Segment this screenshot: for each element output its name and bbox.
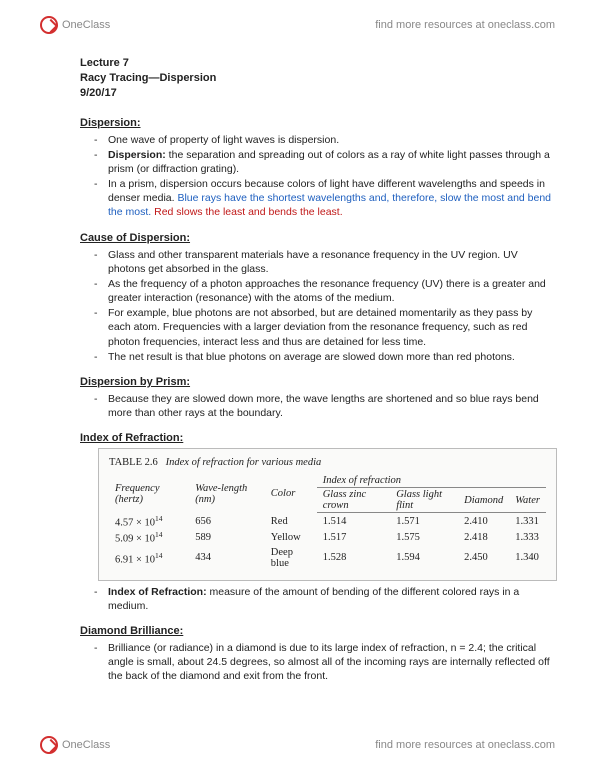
cell-flint: 1.594	[390, 546, 458, 570]
lecture-title-block: Lecture 7 Racy Tracing—Dispersion 9/20/1…	[80, 56, 557, 101]
col-group-header: Index of refraction	[317, 474, 546, 488]
brand-logo: OneClass	[40, 16, 110, 34]
lecture-number: Lecture 7	[80, 56, 557, 71]
list-item: Dispersion: the separation and spreading…	[80, 148, 557, 176]
list-item: Index of Refraction: measure of the amou…	[80, 585, 557, 613]
cell-water: 1.331	[509, 513, 546, 530]
dispersion-list: One wave of property of light waves is d…	[80, 133, 557, 220]
cell-water: 1.340	[509, 546, 546, 570]
cell-water: 1.333	[509, 529, 546, 546]
cell-color: Yellow	[265, 529, 317, 546]
list-item: The net result is that blue photons on a…	[80, 350, 557, 364]
footer-tagline: find more resources at oneclass.com	[375, 739, 555, 751]
list-item: For example, blue photons are not absorb…	[80, 306, 557, 349]
term: Index of Refraction:	[108, 586, 207, 598]
cell-freq: 4.57 × 1014	[109, 513, 189, 530]
cell-diamond: 2.418	[458, 529, 509, 546]
cell-zinc: 1.528	[317, 546, 391, 570]
col-header-wave: Wave-length (nm)	[189, 474, 265, 513]
logo-icon	[40, 736, 58, 754]
lecture-topic: Racy Tracing—Dispersion	[80, 71, 557, 86]
cell-wave: 589	[189, 529, 265, 546]
cell-flint: 1.575	[390, 529, 458, 546]
col-header-color: Color	[265, 474, 317, 513]
page-footer: OneClass find more resources at oneclass…	[0, 726, 595, 764]
cell-freq: 5.09 × 1014	[109, 529, 189, 546]
list-item: As the frequency of a photon approaches …	[80, 277, 557, 305]
col-header-diamond: Diamond	[458, 488, 509, 513]
col-header-flint: Glass light flint	[390, 488, 458, 513]
diamond-list: Brilliance (or radiance) in a diamond is…	[80, 641, 557, 684]
list-item: Because they are slowed down more, the w…	[80, 392, 557, 420]
text-red: Red slows the least and bends the least.	[154, 206, 343, 218]
table-row: 4.57 × 1014656Red1.5141.5712.4101.331	[109, 513, 546, 530]
text: the separation and spreading out of colo…	[108, 149, 550, 175]
cell-flint: 1.571	[390, 513, 458, 530]
cell-wave: 656	[189, 513, 265, 530]
list-item: Brilliance (or radiance) in a diamond is…	[80, 641, 557, 684]
col-header-zinc: Glass zinc crown	[317, 488, 391, 513]
document-body: Lecture 7 Racy Tracing—Dispersion 9/20/1…	[80, 56, 557, 685]
col-header-water: Water	[509, 488, 546, 513]
cell-color: Deep blue	[265, 546, 317, 570]
section-heading-byprism: Dispersion by Prism:	[80, 376, 557, 388]
brand-name: OneClass	[62, 19, 110, 31]
table-caption: TABLE 2.6 Index of refraction for variou…	[109, 457, 546, 468]
byprism-list: Because they are slowed down more, the w…	[80, 392, 557, 420]
logo-icon	[40, 16, 58, 34]
col-header-freq: Frequency (hertz)	[109, 474, 189, 513]
brand-name: OneClass	[62, 739, 110, 751]
table-row: 5.09 × 1014589Yellow1.5171.5752.4181.333	[109, 529, 546, 546]
cell-wave: 434	[189, 546, 265, 570]
section-heading-cause: Cause of Dispersion:	[80, 232, 557, 244]
table-caption-text: Index of refraction for various media	[166, 457, 322, 468]
cell-zinc: 1.517	[317, 529, 391, 546]
list-item: One wave of property of light waves is d…	[80, 133, 557, 147]
cell-diamond: 2.450	[458, 546, 509, 570]
term: Dispersion:	[108, 149, 166, 161]
cell-diamond: 2.410	[458, 513, 509, 530]
section-heading-ior: Index of Refraction:	[80, 432, 557, 444]
list-item: Glass and other transparent materials ha…	[80, 248, 557, 276]
ior-table-box: TABLE 2.6 Index of refraction for variou…	[98, 448, 557, 581]
list-item: In a prism, dispersion occurs because co…	[80, 177, 557, 220]
section-heading-diamond: Diamond Brilliance:	[80, 625, 557, 637]
lecture-date: 9/20/17	[80, 86, 557, 101]
cell-zinc: 1.514	[317, 513, 391, 530]
table-row: 6.91 × 1014434Deep blue1.5281.5942.4501.…	[109, 546, 546, 570]
page-header: OneClass find more resources at oneclass…	[0, 6, 595, 44]
cause-list: Glass and other transparent materials ha…	[80, 248, 557, 364]
ior-table: Frequency (hertz) Wave-length (nm) Color…	[109, 474, 546, 570]
brand-logo: OneClass	[40, 736, 110, 754]
header-tagline: find more resources at oneclass.com	[375, 19, 555, 31]
cell-freq: 6.91 × 1014	[109, 546, 189, 570]
cell-color: Red	[265, 513, 317, 530]
table-number: TABLE 2.6	[109, 457, 158, 468]
ior-defn-list: Index of Refraction: measure of the amou…	[80, 585, 557, 613]
section-heading-dispersion: Dispersion:	[80, 117, 557, 129]
